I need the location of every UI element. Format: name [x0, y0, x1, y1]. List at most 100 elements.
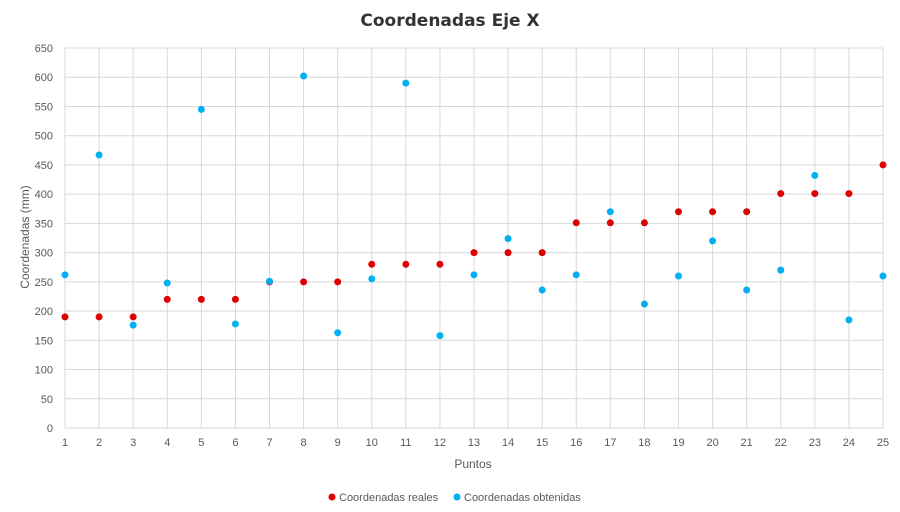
- x-tick-label: 24: [843, 437, 855, 449]
- point-real: [572, 219, 580, 227]
- point-obtenida: [709, 237, 717, 245]
- x-tick-label: 14: [502, 437, 514, 449]
- legend-marker-reales: [328, 493, 336, 501]
- y-tick-label: 0: [47, 423, 53, 435]
- point-obtenida: [504, 235, 512, 243]
- point-obtenida: [845, 316, 853, 324]
- point-obtenida: [266, 277, 273, 285]
- point-real: [709, 208, 717, 216]
- x-tick-label: 12: [434, 437, 446, 449]
- x-tick-label: 25: [877, 437, 889, 449]
- point-obtenida: [300, 72, 308, 80]
- gridlines: [64, 47, 884, 429]
- point-real: [197, 295, 205, 303]
- point-real: [538, 249, 546, 257]
- x-tick-label: 22: [775, 437, 787, 449]
- point-obtenida: [334, 329, 342, 337]
- point-obtenida: [743, 286, 751, 294]
- point-real: [845, 190, 853, 198]
- point-real: [606, 219, 614, 227]
- point-real: [811, 190, 819, 198]
- y-tick-label: 450: [35, 160, 53, 172]
- point-real: [640, 219, 648, 227]
- point-real: [61, 313, 69, 321]
- x-tick-label: 23: [809, 437, 821, 449]
- point-real: [368, 260, 376, 268]
- x-tick-label: 16: [570, 437, 582, 449]
- point-real: [504, 249, 512, 257]
- x-axis-ticks: 1 2 3 4 5 6 7 8 9 10 11 12 13 14 15 16 17 18 19 20 21 22 23 24 2…: [62, 437, 889, 449]
- x-tick-label: 4: [164, 437, 170, 449]
- point-real: [743, 208, 751, 216]
- x-tick-label: 10: [366, 437, 378, 449]
- y-tick-label: 600: [35, 72, 53, 84]
- point-obtenida: [368, 275, 376, 283]
- point-obtenida: [129, 321, 137, 329]
- x-tick-label: 1: [62, 437, 68, 449]
- x-tick-label: 17: [604, 437, 616, 449]
- legend-marker-obtenidas: [453, 493, 461, 501]
- legend-label-reales: Coordenadas reales: [339, 492, 439, 504]
- point-obtenida: [538, 286, 546, 294]
- x-tick-label: 2: [96, 437, 102, 449]
- point-obtenida: [572, 271, 580, 279]
- point-obtenida: [61, 271, 69, 279]
- y-tick-label: 500: [35, 131, 53, 143]
- y-tick-label: 550: [35, 101, 53, 113]
- x-tick-label: 8: [301, 437, 307, 449]
- y-tick-label: 50: [41, 394, 53, 406]
- point-obtenida: [470, 271, 478, 279]
- point-real: [163, 295, 171, 303]
- y-tick-label: 400: [35, 189, 53, 201]
- point-real: [95, 313, 103, 321]
- x-tick-label: 3: [130, 437, 136, 449]
- point-obtenida: [163, 279, 171, 287]
- x-tick-label: 15: [536, 437, 548, 449]
- point-real: [879, 161, 887, 169]
- x-tick-label: 13: [468, 437, 480, 449]
- point-obtenida: [811, 171, 819, 179]
- point-obtenida: [95, 151, 103, 159]
- point-obtenida: [197, 105, 205, 113]
- x-tick-label: 11: [400, 437, 411, 449]
- point-real: [402, 260, 410, 268]
- point-real: [777, 190, 785, 198]
- legend-label-obtenidas: Coordenadas obtenidas: [464, 492, 581, 504]
- point-real: [231, 295, 239, 303]
- x-tick-label: 6: [232, 437, 238, 449]
- x-axis-label: Puntos: [454, 457, 491, 471]
- x-tick-label: 21: [741, 437, 753, 449]
- point-obtenida: [402, 79, 410, 87]
- point-obtenida: [640, 300, 648, 308]
- y-tick-label: 250: [35, 277, 53, 289]
- point-obtenida: [777, 266, 785, 274]
- y-tick-label: 650: [35, 43, 53, 55]
- point-real: [300, 278, 308, 286]
- x-tick-label: 18: [638, 437, 650, 449]
- x-tick-label: 7: [266, 437, 272, 449]
- y-tick-label: 200: [35, 306, 53, 318]
- point-obtenida: [231, 320, 239, 328]
- point-obtenida: [675, 272, 682, 280]
- point-real: [334, 278, 342, 286]
- legend: Coordenadas reales Coordenadas obtenidas: [328, 492, 581, 504]
- y-tick-label: 300: [35, 248, 53, 260]
- x-tick-label: 9: [335, 437, 341, 449]
- point-real: [436, 260, 444, 268]
- data-points: [61, 72, 887, 340]
- x-tick-label: 19: [672, 437, 684, 449]
- y-tick-label: 350: [35, 218, 53, 230]
- point-real: [129, 313, 137, 321]
- y-axis-label: Coordenadas (mm): [18, 185, 32, 288]
- point-obtenida: [606, 208, 614, 216]
- y-tick-label: 100: [35, 365, 53, 377]
- point-obtenida: [436, 332, 444, 340]
- point-real: [470, 249, 478, 257]
- x-tick-label: 5: [198, 437, 204, 449]
- chart-title: Coordenadas Eje X: [360, 11, 539, 31]
- point-real: [675, 208, 682, 216]
- point-obtenida: [879, 272, 887, 280]
- x-tick-label: 20: [706, 437, 718, 449]
- y-tick-label: 150: [35, 335, 53, 347]
